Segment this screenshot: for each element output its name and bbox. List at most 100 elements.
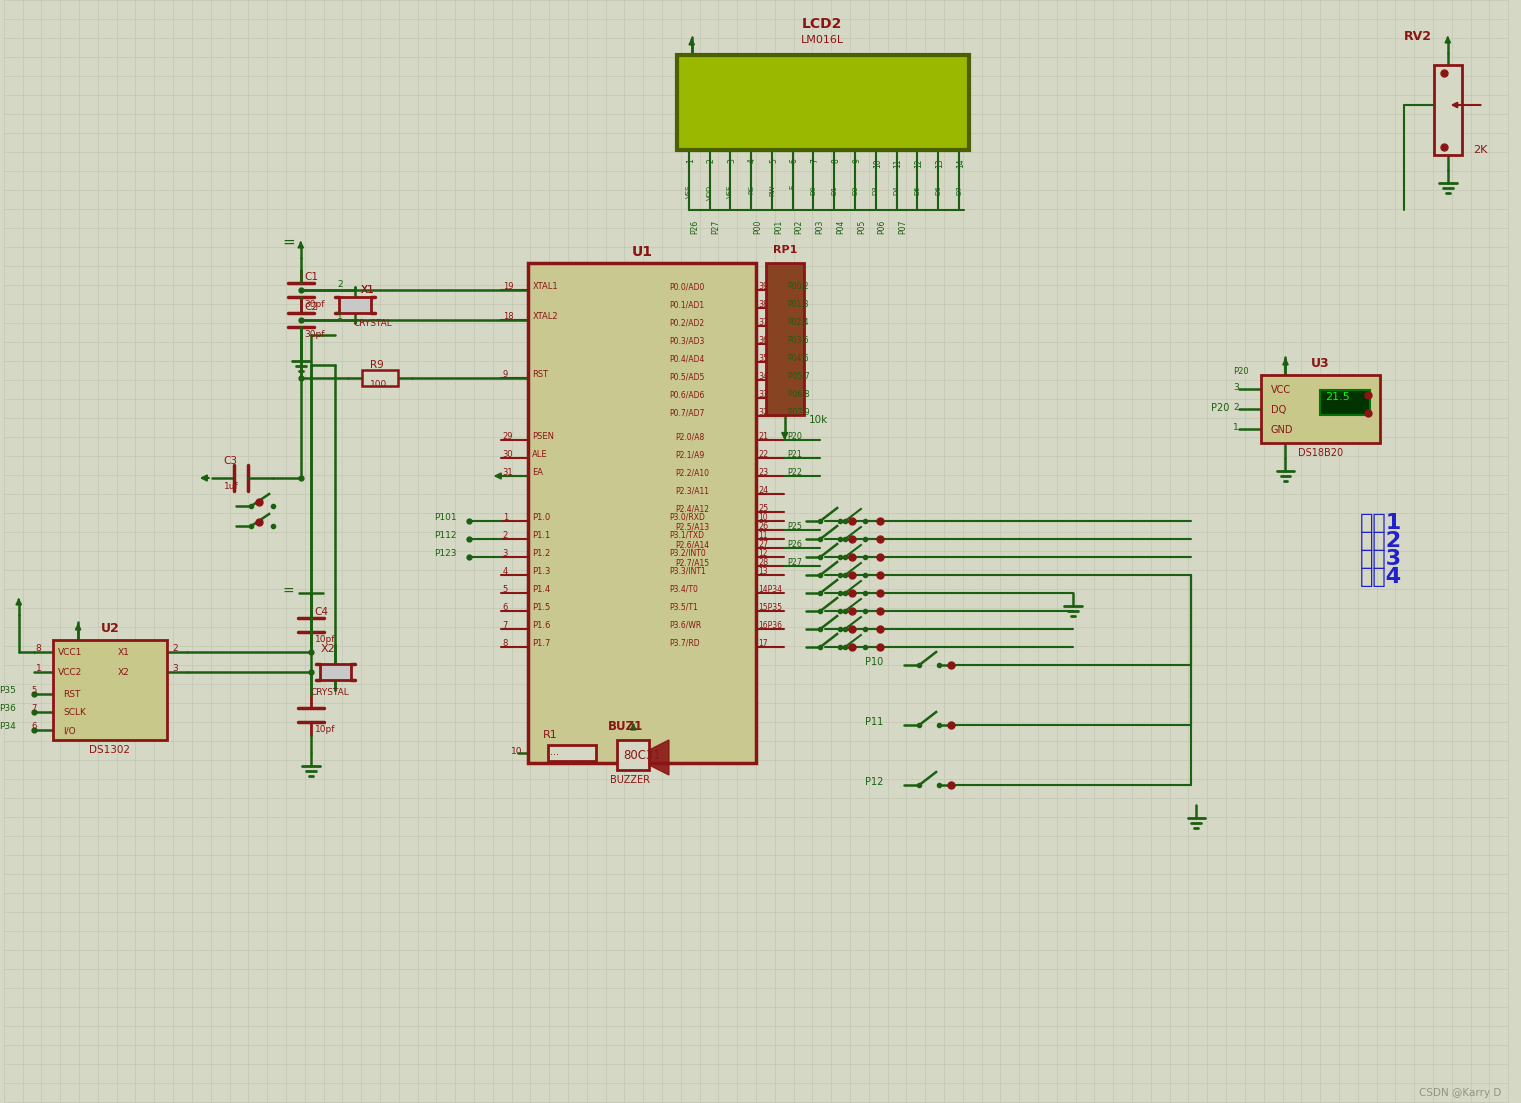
- Text: ...: ...: [551, 747, 560, 757]
- Text: P0.0/AD0: P0.0/AD0: [669, 282, 704, 291]
- Text: 闹钟4: 闹钟4: [1360, 567, 1402, 587]
- Text: 12: 12: [757, 549, 768, 558]
- Text: P101: P101: [435, 513, 456, 522]
- Text: P01.3: P01.3: [788, 300, 809, 309]
- Text: P27: P27: [788, 558, 803, 567]
- Text: P27: P27: [712, 219, 721, 234]
- Text: 11: 11: [757, 531, 768, 540]
- Text: RP1: RP1: [773, 245, 797, 255]
- Text: 1: 1: [686, 158, 695, 163]
- Text: GND: GND: [1270, 425, 1293, 435]
- Text: 17: 17: [757, 639, 768, 647]
- Text: C4: C4: [315, 607, 329, 617]
- Text: 6: 6: [502, 603, 508, 612]
- Text: X2: X2: [321, 644, 335, 654]
- Text: X1: X1: [360, 285, 374, 295]
- Text: CSDN @Karry D: CSDN @Karry D: [1419, 1088, 1501, 1097]
- Text: 闹钟2: 闹钟2: [1360, 531, 1402, 552]
- Text: P0.6/AD6: P0.6/AD6: [669, 390, 704, 399]
- Text: ALE: ALE: [532, 450, 548, 459]
- Bar: [548, 745, 596, 761]
- Text: 1: 1: [35, 664, 41, 673]
- Text: P3.1/TXD: P3.1/TXD: [669, 531, 704, 540]
- Text: VCC: VCC: [1270, 385, 1291, 395]
- Text: P3.7/RD: P3.7/RD: [669, 639, 700, 647]
- Text: RS: RS: [748, 185, 754, 194]
- Text: 9: 9: [502, 370, 508, 379]
- Text: 15P35: 15P35: [757, 603, 782, 612]
- Text: RST: RST: [64, 690, 81, 699]
- Text: VSS: VSS: [686, 185, 692, 199]
- Bar: [767, 263, 803, 415]
- Text: P36: P36: [0, 704, 15, 713]
- Text: D7: D7: [955, 185, 961, 195]
- Text: P11: P11: [865, 717, 884, 727]
- Text: 6: 6: [789, 158, 799, 163]
- Text: 36: 36: [757, 336, 768, 345]
- Text: E: E: [789, 185, 795, 190]
- Text: 2: 2: [1234, 403, 1238, 413]
- Text: 2K: 2K: [1474, 144, 1488, 156]
- Text: 13: 13: [935, 158, 945, 168]
- Text: 2: 2: [338, 280, 344, 289]
- Text: 27: 27: [757, 540, 768, 549]
- Text: 6: 6: [32, 722, 37, 731]
- Text: P1.1: P1.1: [532, 531, 551, 540]
- Text: P3.0/RXD: P3.0/RXD: [669, 513, 704, 522]
- Text: 闹钟1: 闹钟1: [1360, 513, 1402, 533]
- Text: 21: 21: [757, 432, 768, 441]
- Text: 10pf: 10pf: [315, 725, 335, 733]
- Text: 10: 10: [873, 158, 882, 168]
- Text: P2.1/A9: P2.1/A9: [675, 450, 704, 459]
- Text: 100: 100: [370, 381, 388, 389]
- Text: 9: 9: [852, 158, 861, 163]
- Text: P0.2/AD2: P0.2/AD2: [669, 318, 704, 326]
- Text: LM016L: LM016L: [800, 35, 844, 45]
- Text: P06: P06: [878, 219, 887, 234]
- Text: 11: 11: [893, 158, 902, 168]
- Text: I/O: I/O: [64, 726, 76, 735]
- Text: 38: 38: [757, 300, 768, 309]
- Text: P03: P03: [815, 219, 824, 234]
- Text: P0.3/AD3: P0.3/AD3: [669, 336, 704, 345]
- Text: 14: 14: [955, 158, 964, 168]
- Text: 23: 23: [757, 468, 768, 476]
- Text: 10pf: 10pf: [315, 635, 335, 644]
- Text: 2: 2: [502, 531, 508, 540]
- Text: 3: 3: [727, 158, 736, 163]
- Text: P0.1/AD1: P0.1/AD1: [669, 300, 704, 309]
- Text: P03.5: P03.5: [788, 336, 809, 345]
- Text: 7: 7: [32, 704, 37, 713]
- Text: P05: P05: [856, 219, 865, 234]
- Text: D0: D0: [811, 185, 817, 195]
- Bar: [528, 263, 756, 763]
- Text: 10k: 10k: [809, 415, 827, 425]
- Text: D6: D6: [935, 185, 941, 195]
- Text: X1: X1: [360, 285, 374, 295]
- Text: P1.5: P1.5: [532, 603, 551, 612]
- Text: P05 7: P05 7: [788, 372, 809, 381]
- Text: P2.7/A15: P2.7/A15: [675, 558, 709, 567]
- Text: 4: 4: [748, 158, 757, 163]
- Text: P2.5/A13: P2.5/A13: [675, 522, 709, 531]
- Text: 39: 39: [757, 282, 768, 291]
- Text: 8: 8: [502, 639, 508, 647]
- Text: VCC1: VCC1: [58, 647, 82, 657]
- Text: U2: U2: [100, 622, 119, 635]
- Text: 5: 5: [502, 585, 508, 595]
- Text: P00: P00: [753, 219, 762, 234]
- Text: P2.4/A12: P2.4/A12: [675, 504, 709, 513]
- Text: P20: P20: [788, 432, 803, 441]
- Text: VDD: VDD: [707, 185, 712, 201]
- Text: R9: R9: [370, 360, 383, 370]
- Text: X1: X1: [117, 647, 129, 657]
- Text: PSEN: PSEN: [532, 432, 554, 441]
- Bar: [1261, 375, 1380, 443]
- Text: 31: 31: [502, 468, 513, 476]
- Text: BUZ1: BUZ1: [607, 720, 643, 733]
- Text: D5: D5: [914, 185, 920, 194]
- Text: P01: P01: [774, 219, 783, 234]
- Text: P04.6: P04.6: [788, 354, 809, 363]
- Text: P3.3/INT1: P3.3/INT1: [669, 567, 706, 576]
- Text: P02.4: P02.4: [788, 318, 809, 326]
